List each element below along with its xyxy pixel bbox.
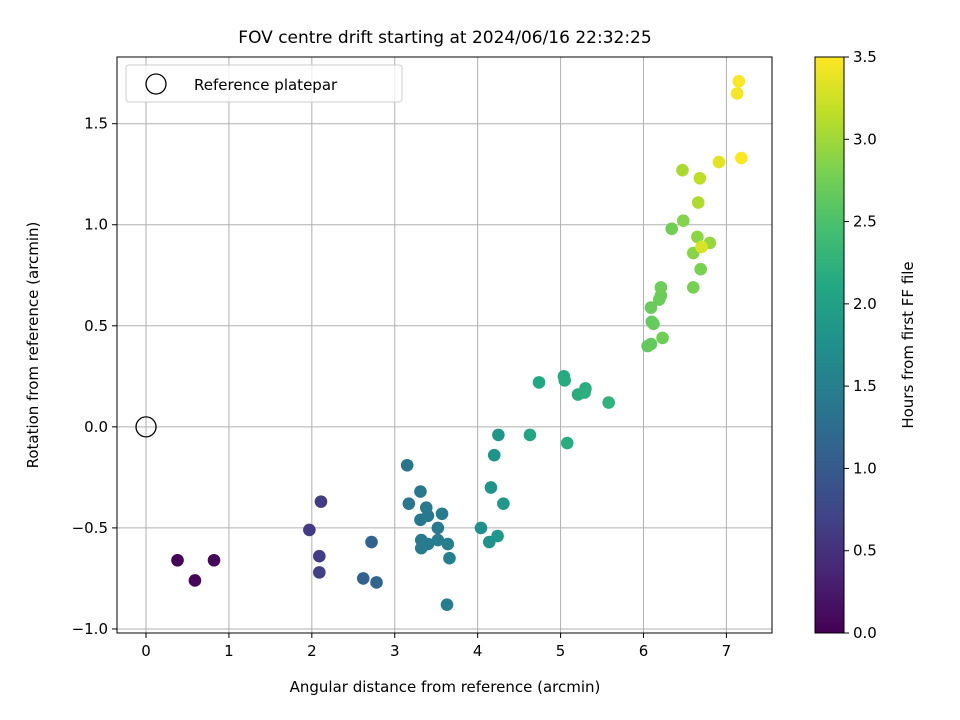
x-tick-label: 0	[141, 642, 151, 660]
x-tick-label: 2	[307, 642, 317, 660]
scatter-point	[484, 481, 498, 494]
x-tick-label: 6	[639, 642, 649, 660]
plot-background	[117, 57, 772, 633]
scatter-point	[602, 396, 615, 409]
scatter-point	[402, 497, 416, 510]
scatter-point	[421, 537, 435, 551]
scatter-point	[474, 521, 488, 535]
scatter-point	[694, 262, 707, 276]
y-axis-ticks: −1.0 −0.5 0.0 0.5 1.0 1.5	[72, 115, 117, 638]
scatter-point	[313, 549, 326, 563]
plot-frame	[116, 56, 773, 634]
scatter-point	[400, 458, 414, 472]
scatter-point	[435, 507, 449, 521]
scatter-point	[691, 230, 704, 244]
scatter-point	[558, 374, 572, 387]
scatter-point	[303, 523, 316, 537]
colorbar-tick-label: 0.5	[853, 542, 877, 560]
reference-marker	[135, 416, 157, 438]
scatter-point	[440, 598, 454, 612]
colorbar-tick-label: 1.0	[853, 459, 877, 477]
reference-marker-group	[135, 416, 157, 438]
colorbar-label: Hours from first FF file	[899, 261, 917, 428]
scatter-point	[647, 317, 660, 331]
plot-area: 0 1 2 3 4 5 6 7 −1.0 −0.5 0.0 0.5 1.0 1.5	[72, 56, 773, 660]
legend-box	[125, 64, 403, 103]
scatter-point	[188, 574, 202, 587]
colorbar-gradient	[815, 57, 844, 633]
x-axis-ticks: 0 1 2 3 4 5 6 7	[141, 633, 731, 660]
scatter-point	[644, 301, 658, 314]
colorbar-tick-label: 1.5	[853, 377, 877, 395]
x-tick-label: 1	[224, 642, 234, 660]
scatter-points	[171, 74, 748, 612]
scatter-point	[314, 495, 328, 508]
scatter-point	[695, 240, 708, 254]
scatter-point	[712, 155, 726, 169]
scatter-point	[431, 533, 445, 547]
scatter-point	[356, 572, 370, 585]
scatter-point	[370, 576, 383, 589]
scatter-point	[676, 163, 689, 177]
scatter-point	[665, 222, 678, 236]
grid	[117, 57, 772, 633]
x-tick-label: 4	[473, 642, 483, 660]
scatter-point	[560, 436, 574, 450]
scatter-point	[735, 151, 748, 165]
scatter-point	[523, 428, 537, 442]
scatter-point	[171, 553, 184, 567]
scatter-point	[491, 529, 504, 543]
scatter-point	[421, 509, 435, 523]
colorbar-tick-label: 2.5	[853, 213, 877, 231]
y-tick-label: −0.5	[72, 519, 108, 537]
scatter-point	[431, 521, 445, 535]
x-tick-label: 5	[556, 642, 566, 660]
colorbar-frame	[814, 56, 845, 634]
scatter-point	[365, 535, 378, 549]
legend-entry-label: Reference platepar	[194, 76, 338, 94]
y-tick-label: 0.0	[84, 418, 108, 436]
scatter-point	[676, 214, 690, 228]
scatter-point	[693, 171, 707, 185]
colorbar-ticks: 0.0 0.5 1.0 1.5 2.0 2.5 3.0 3.5	[844, 48, 877, 642]
legend-marker	[145, 73, 167, 95]
scatter-point	[443, 551, 456, 565]
colorbar-tick-label: 0.0	[853, 624, 877, 642]
colorbar-tick-label: 3.0	[853, 130, 877, 148]
y-tick-label: −1.0	[72, 620, 108, 638]
scatter-point	[654, 281, 668, 294]
scatter-point	[532, 376, 546, 389]
colorbar: 0.0 0.5 1.0 1.5 2.0 2.5 3.0 3.5 Hours from firs…	[814, 48, 917, 642]
scatter-point	[497, 497, 510, 510]
x-tick-label: 3	[390, 642, 400, 660]
y-tick-label: 1.0	[84, 216, 108, 234]
scatter-point	[656, 331, 669, 345]
scatter-point	[578, 386, 591, 399]
scatter-point	[414, 485, 427, 498]
x-tick-label: 7	[722, 642, 732, 660]
scatter-point	[644, 337, 658, 351]
x-axis-label: Angular distance from reference (arcmin)	[290, 678, 601, 696]
scatter-point	[487, 448, 501, 462]
colorbar-tick-label: 2.0	[853, 295, 877, 313]
y-tick-label: 1.5	[84, 115, 108, 133]
scatter-point	[313, 566, 326, 579]
legend: Reference platepar	[125, 64, 403, 103]
scatter-point	[207, 553, 221, 567]
chart-title: FOV centre drift starting at 2024/06/16 …	[238, 28, 651, 48]
scatter-point	[691, 196, 705, 209]
scatter-point	[492, 428, 505, 442]
scatter-point	[686, 281, 700, 294]
scatter-point	[730, 87, 744, 100]
colorbar-tick-label: 3.5	[853, 48, 877, 66]
y-tick-label: 0.5	[84, 317, 108, 335]
y-axis-label: Rotation from reference (arcmin)	[24, 222, 42, 469]
scatter-point	[732, 74, 746, 88]
scatter-point	[441, 537, 455, 551]
